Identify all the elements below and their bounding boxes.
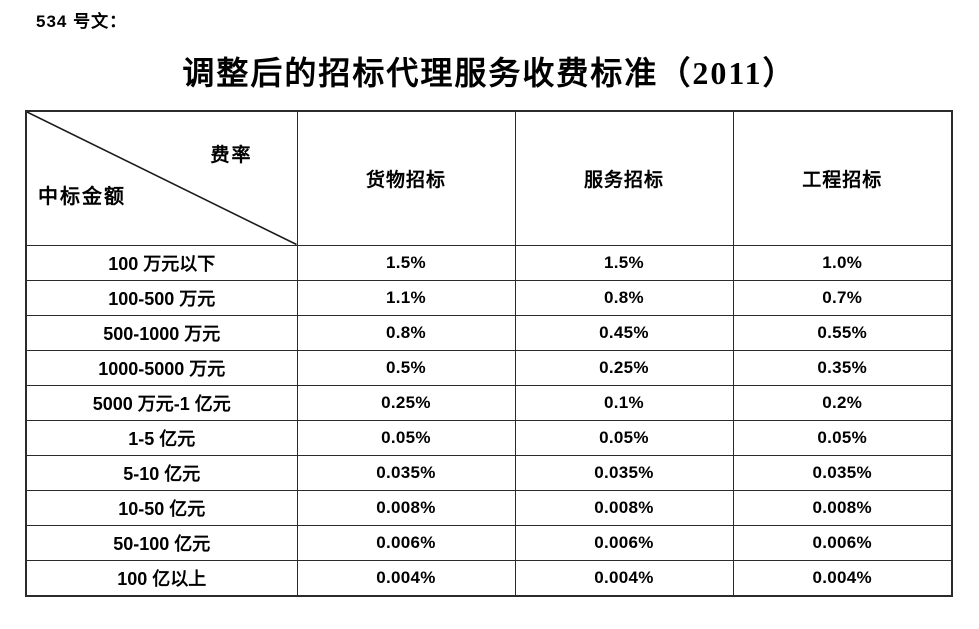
- table-row: 5-10 亿元 0.035% 0.035% 0.035%: [25, 455, 953, 492]
- goods-rate-cell: 0.5%: [296, 349, 516, 386]
- amount-cell: 5-10 亿元: [25, 455, 298, 492]
- engineering-rate-cell: 0.008%: [732, 490, 953, 527]
- goods-rate-cell: 1.5%: [296, 244, 516, 281]
- goods-rate-cell: 0.006%: [296, 525, 516, 562]
- table-header-row: 费率 中标金额 货物招标 服务招标 工程招标: [25, 110, 953, 246]
- goods-rate-cell: 0.05%: [296, 419, 516, 457]
- engineering-rate-cell: 0.2%: [732, 384, 953, 421]
- engineering-rate-cell: 0.035%: [732, 455, 953, 492]
- amount-cell: 5000 万元-1 亿元: [25, 384, 298, 421]
- table-row: 500-1000 万元 0.8% 0.45% 0.55%: [25, 314, 953, 351]
- engineering-rate-cell: 0.7%: [732, 279, 953, 316]
- engineering-rate-cell: 0.004%: [732, 560, 953, 597]
- table-row: 5000 万元-1 亿元 0.25% 0.1% 0.2%: [25, 384, 953, 421]
- table-row: 100 亿以上 0.004% 0.004% 0.004%: [25, 560, 953, 597]
- goods-rate-cell: 1.1%: [296, 279, 516, 316]
- services-rate-cell: 0.05%: [514, 419, 734, 457]
- corner-label-amount: 中标金额: [38, 185, 126, 208]
- amount-cell: 100 亿以上: [25, 560, 298, 597]
- fee-table: 费率 中标金额 货物招标 服务招标 工程招标 100 万元以下 1.5% 1.5…: [25, 110, 953, 597]
- goods-rate-cell: 0.25%: [296, 384, 516, 421]
- services-rate-cell: 0.8%: [514, 279, 734, 316]
- services-rate-cell: 0.035%: [514, 455, 734, 492]
- page-title: 调整后的招标代理服务收费标准（2011）: [182, 55, 797, 91]
- amount-cell: 1000-5000 万元: [25, 349, 298, 386]
- column-header-engineering: 工程招标: [732, 110, 953, 246]
- goods-rate-cell: 0.008%: [296, 490, 516, 527]
- table-row: 1-5 亿元 0.05% 0.05% 0.05%: [25, 419, 953, 457]
- column-header-goods: 货物招标: [296, 110, 516, 246]
- amount-cell: 50-100 亿元: [25, 525, 298, 562]
- engineering-rate-cell: 0.05%: [732, 419, 953, 457]
- table-row: 1000-5000 万元 0.5% 0.25% 0.35%: [25, 349, 953, 386]
- services-rate-cell: 1.5%: [514, 244, 734, 281]
- amount-cell: 1-5 亿元: [25, 419, 298, 457]
- table-row: 100 万元以下 1.5% 1.5% 1.0%: [25, 244, 953, 281]
- amount-cell: 100-500 万元: [25, 279, 298, 316]
- diagonal-divider-line: [27, 112, 297, 245]
- services-rate-cell: 0.1%: [514, 384, 734, 421]
- engineering-rate-cell: 0.006%: [732, 525, 953, 562]
- amount-cell: 10-50 亿元: [25, 490, 298, 527]
- engineering-rate-cell: 0.55%: [732, 314, 953, 351]
- services-rate-cell: 0.004%: [514, 560, 734, 597]
- services-rate-cell: 0.45%: [514, 314, 734, 351]
- goods-rate-cell: 0.035%: [296, 455, 516, 492]
- goods-rate-cell: 0.004%: [296, 560, 516, 597]
- services-rate-cell: 0.25%: [514, 349, 734, 386]
- column-header-services: 服务招标: [514, 110, 734, 246]
- table-row: 10-50 亿元 0.008% 0.008% 0.008%: [25, 490, 953, 527]
- amount-cell: 500-1000 万元: [25, 314, 298, 351]
- services-rate-cell: 0.008%: [514, 490, 734, 527]
- engineering-rate-cell: 1.0%: [732, 244, 953, 281]
- goods-rate-cell: 0.8%: [296, 314, 516, 351]
- corner-header-cell: 费率 中标金额: [25, 110, 298, 246]
- corner-label-rate: 费率: [210, 145, 253, 166]
- doc-number-label: 534 号文：: [36, 12, 128, 31]
- table-row: 100-500 万元 1.1% 0.8% 0.7%: [25, 279, 953, 316]
- table-row: 50-100 亿元 0.006% 0.006% 0.006%: [25, 525, 953, 562]
- engineering-rate-cell: 0.35%: [732, 349, 953, 386]
- services-rate-cell: 0.006%: [514, 525, 734, 562]
- amount-cell: 100 万元以下: [25, 244, 298, 281]
